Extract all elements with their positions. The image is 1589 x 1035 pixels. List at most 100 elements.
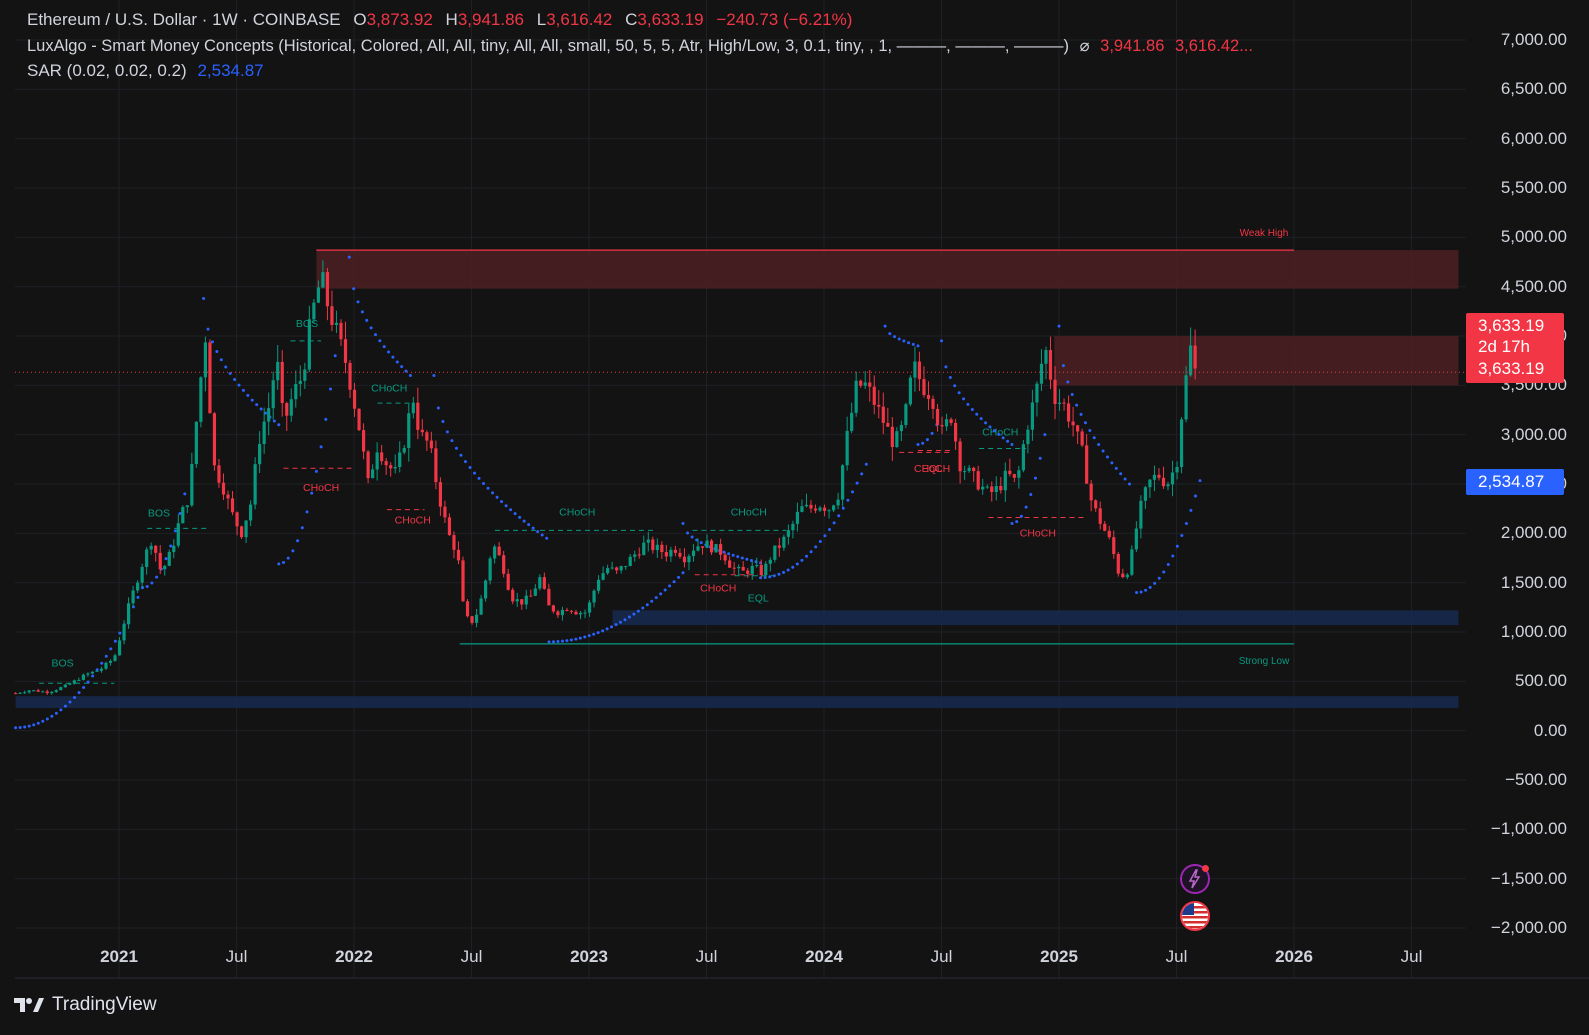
candle-body [1080,431,1084,446]
sar-dot [805,554,809,558]
sar-dot [450,439,454,443]
us-flag-icon[interactable] [1180,901,1210,931]
y-tick-label: 5,500.00 [1500,178,1567,197]
sar-dot [944,365,948,369]
candle-body [181,507,185,524]
sar-dot [740,556,744,560]
structure-label-bos: BOS [148,508,170,520]
sar-dot [851,490,855,494]
y-tick-label: 7,000.00 [1500,30,1567,49]
y-tick-label: 6,000.00 [1500,128,1567,148]
candle-body [1003,470,1007,491]
lightning-bolt-icon[interactable] [1180,864,1210,894]
candle-body [768,559,772,564]
ohlc-open-label: O [353,10,367,29]
candle-body [886,422,890,427]
candle-body [434,448,438,483]
sar-dot [219,358,223,362]
sar-dot [100,661,104,665]
sar-dot [404,369,408,373]
candle-body [922,379,926,396]
candle-body [154,545,158,553]
sar-dot [846,498,850,502]
sar-dot [897,337,901,341]
sar-dot [454,446,458,450]
x-tick-label: 2026 [1275,947,1313,966]
candle-body [117,640,122,656]
sar-dot [63,704,67,708]
candle-body [334,322,339,325]
y-tick-label: −1,500.00 [1490,868,1567,888]
sar-dot [1092,436,1096,440]
legend-row-symbol[interactable]: Ethereum / U.S. Dollar · 1W · COINBASE O… [27,10,852,30]
candle-body [371,469,375,479]
sar-dot [997,432,1001,436]
x-tick-label: 2022 [335,947,373,966]
candle-body [36,690,40,692]
sar-dot [731,553,735,557]
candle-body [230,498,235,513]
candle-body [859,380,863,386]
candle-body [981,486,985,490]
candle-body [1044,350,1048,364]
sar-dot [495,495,499,499]
candle-body [54,690,58,692]
sar-dot [73,696,77,700]
candle-body [1030,402,1035,430]
tradingview-footer[interactable]: TradingView [14,994,157,1016]
candle-body [619,566,623,571]
candle-body [262,421,266,445]
legend-row-sar[interactable]: SAR (0.02, 0.02, 0.2) 2,534.87 [27,61,264,81]
candle-body [1062,402,1066,404]
structure-label-choch: CHoCH [371,382,407,394]
sar-dot [1144,588,1148,592]
sar-dot [1006,439,1010,443]
sar-dot [1171,554,1175,558]
sar-dot [814,545,818,549]
sar-dot [18,726,22,730]
candle-body [931,398,935,409]
sar-dot [809,550,813,554]
candle-body [280,361,284,404]
sar-dot [395,360,399,364]
indicator-sar-name: SAR (0.02, 0.02, 0.2) [27,61,187,80]
candle-body [904,404,908,425]
candle-body [108,660,113,663]
candle-body [583,612,587,614]
sar-dot [477,476,481,480]
sar-dot [883,324,887,328]
candle-body [470,616,474,623]
candle-body [145,549,149,567]
indicator-luxalgo-value-1: 3,941.86 [1100,37,1165,55]
sar-dot [224,365,228,369]
candles [14,260,1197,695]
sar-dot [233,378,237,382]
candle-body [782,536,786,548]
sar-dot [832,521,836,525]
candle-body [777,545,781,548]
candle-body [655,544,659,551]
candle-body [985,486,989,488]
candle-body [253,464,257,505]
sar-dot [1114,466,1118,470]
sar-dot [545,536,549,540]
sar-dot [459,453,463,457]
candle-body [172,545,176,552]
candle-body [524,595,528,605]
sar-dot [241,388,245,392]
candle-body [420,429,424,433]
sar-dot [150,581,154,585]
sar-dot [574,637,578,641]
legend-row-luxalgo[interactable]: LuxAlgo - Smart Money Concepts (Historic… [27,36,1253,56]
sar-dot [408,373,412,377]
candle-body [104,662,108,669]
sar-dot [113,639,117,643]
structure-label-choch: CHoCH [303,482,339,494]
candle-body [303,369,307,381]
sar-dot [259,407,263,411]
sar-dot [277,562,281,566]
sar-dot [387,350,391,354]
sar-dot [663,588,667,592]
